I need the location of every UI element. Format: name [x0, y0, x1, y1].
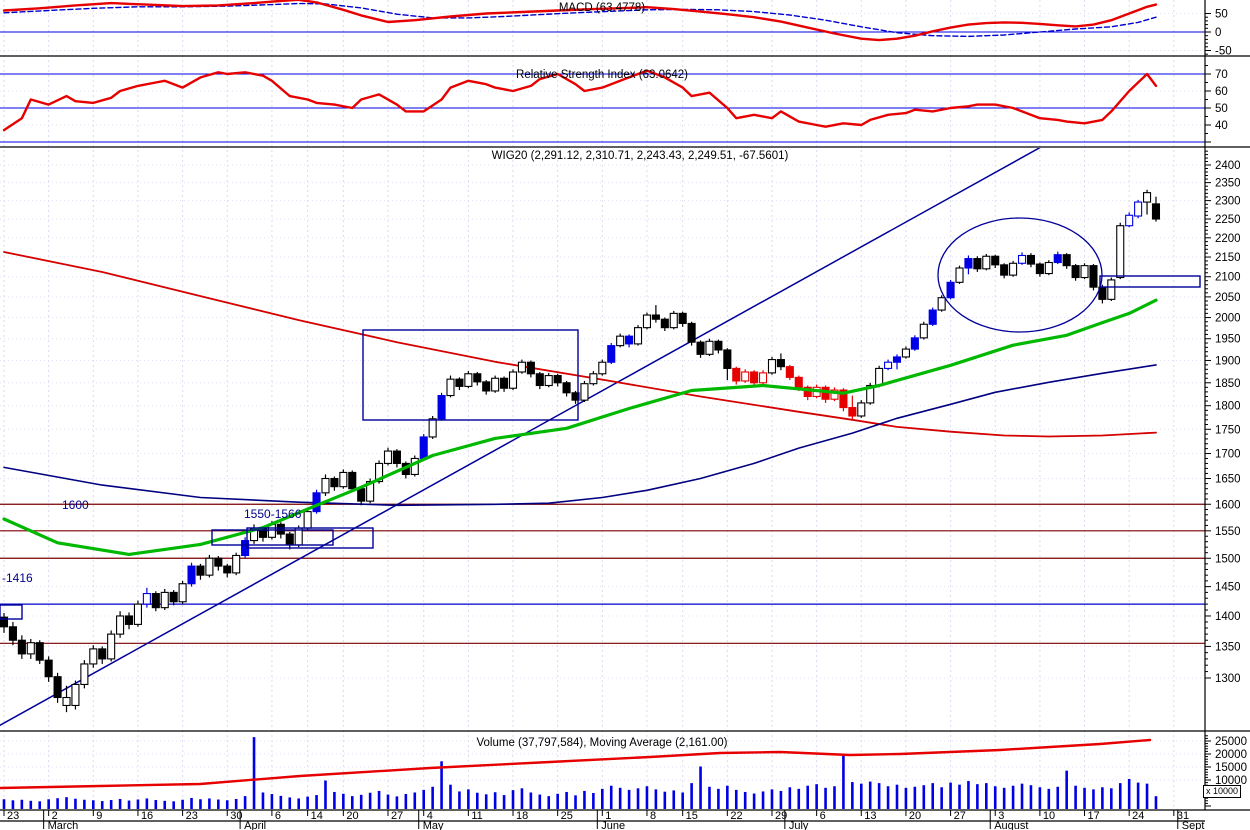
svg-text:1550: 1550 — [1215, 526, 1241, 538]
svg-text:2100: 2100 — [1215, 272, 1241, 284]
svg-text:16: 16 — [141, 810, 153, 822]
macd-panel — [0, 0, 1205, 42]
svg-text:18: 18 — [516, 810, 528, 822]
svg-text:3: 3 — [998, 810, 1004, 822]
svg-text:2200: 2200 — [1215, 233, 1241, 245]
consolidation-ellipse — [937, 217, 1103, 333]
svg-text:27: 27 — [954, 810, 966, 822]
svg-text:9: 9 — [96, 810, 102, 822]
medium-ma-navy — [3, 364, 1157, 507]
svg-text:2150: 2150 — [1215, 252, 1241, 264]
svg-text:1800: 1800 — [1215, 401, 1241, 413]
svg-text:2000: 2000 — [1215, 313, 1241, 325]
trendline — [0, 148, 1041, 727]
svg-text:10000: 10000 — [1215, 775, 1247, 787]
svg-text:2: 2 — [52, 810, 58, 822]
gridlines — [0, 0, 1205, 810]
svg-text:June: June — [601, 820, 625, 830]
svg-text:50: 50 — [1215, 103, 1228, 115]
svg-text:6: 6 — [820, 810, 826, 822]
svg-text:1400: 1400 — [1215, 611, 1241, 623]
svg-text:50: 50 — [1215, 9, 1228, 21]
svg-text:1950: 1950 — [1215, 334, 1241, 346]
volume-unit-multiplier-label: x 10000 — [1203, 785, 1242, 798]
svg-text:1300: 1300 — [1215, 673, 1241, 685]
svg-text:July: July — [789, 820, 809, 830]
svg-text:30: 30 — [230, 810, 242, 822]
svg-text:2400: 2400 — [1215, 160, 1241, 172]
svg-text:8: 8 — [650, 810, 656, 822]
long-ma-red — [3, 251, 1157, 438]
svg-text:March: March — [48, 820, 79, 830]
svg-text:2300: 2300 — [1215, 196, 1241, 208]
svg-text:23: 23 — [7, 810, 19, 822]
svg-text:10: 10 — [1043, 810, 1055, 822]
fast-ma-green — [2, 298, 1158, 556]
svg-text:22: 22 — [730, 810, 742, 822]
svg-text:11: 11 — [471, 810, 482, 822]
zone-box-a — [211, 529, 334, 546]
svg-text:April: April — [244, 820, 266, 830]
svg-text:1750: 1750 — [1215, 424, 1241, 436]
svg-text:1850: 1850 — [1215, 378, 1241, 390]
svg-text:1: 1 — [605, 810, 611, 822]
right-level-box — [1099, 275, 1201, 288]
svg-text:4: 4 — [427, 810, 433, 822]
svg-text:1600: 1600 — [1215, 499, 1241, 511]
svg-text:2350: 2350 — [1215, 178, 1241, 190]
svg-text:-50: -50 — [1215, 46, 1232, 58]
volume-panel — [0, 737, 1158, 809]
svg-text:6: 6 — [275, 810, 281, 822]
svg-text:20000: 20000 — [1215, 749, 1247, 761]
svg-text:15: 15 — [686, 810, 698, 822]
svg-text:29: 29 — [775, 810, 787, 822]
left-level-box — [0, 604, 23, 620]
svg-text:Sept: Sept — [1182, 820, 1205, 830]
svg-text:17: 17 — [1088, 810, 1100, 822]
volume-panel-price-ma — [0, 738, 1152, 790]
zone-box-b — [246, 527, 374, 549]
svg-text:14: 14 — [311, 810, 323, 822]
svg-text:2050: 2050 — [1215, 292, 1241, 304]
svg-text:24: 24 — [1132, 810, 1144, 822]
svg-text:2250: 2250 — [1215, 214, 1241, 226]
price-panel — [0, 148, 1205, 727]
date-axis: 23 2 9 16 23 30 6 14 20 27 4 11 18 25 1 8 15 22 29 6 13 20 27 3… — [3, 810, 1205, 830]
svg-text:1500: 1500 — [1215, 553, 1241, 565]
svg-text:0: 0 — [1215, 27, 1221, 39]
svg-text:15000: 15000 — [1215, 762, 1247, 774]
svg-text:20: 20 — [909, 810, 921, 822]
consolidation-box — [362, 329, 579, 421]
svg-text:13: 13 — [864, 810, 876, 822]
svg-text:27: 27 — [391, 810, 403, 822]
svg-text:31: 31 — [1177, 810, 1189, 822]
svg-text:25000: 25000 — [1215, 736, 1247, 748]
svg-text:40: 40 — [1215, 120, 1228, 132]
svg-text:70: 70 — [1215, 69, 1228, 81]
svg-text:August: August — [994, 820, 1028, 830]
svg-text:60: 60 — [1215, 86, 1228, 98]
right-axis: 2400 2350 2300 2250 2200 2150 2100 2050 2000 1950… — [1205, 9, 1247, 807]
svg-text:1650: 1650 — [1215, 474, 1241, 486]
rsi-panel — [0, 69, 1205, 143]
svg-text:25: 25 — [561, 810, 573, 822]
svg-text:1350: 1350 — [1215, 641, 1241, 653]
svg-text:1450: 1450 — [1215, 582, 1241, 594]
svg-text:1700: 1700 — [1215, 449, 1241, 461]
svg-text:May: May — [423, 820, 444, 830]
svg-text:23: 23 — [186, 810, 198, 822]
svg-text:20: 20 — [346, 810, 358, 822]
svg-text:1900: 1900 — [1215, 355, 1241, 367]
